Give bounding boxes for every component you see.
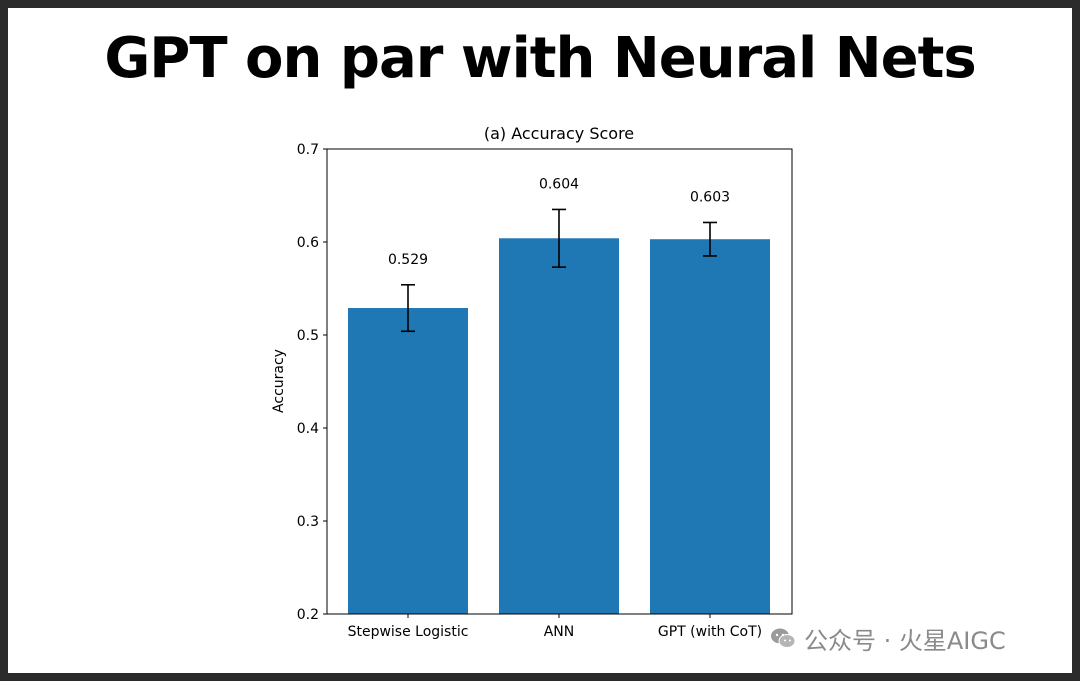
bar-2	[499, 238, 619, 614]
watermark-text: 公众号 · 火星AIGC	[804, 626, 1006, 655]
bar-1	[348, 308, 468, 614]
x-tick-label-1: Stepwise Logistic	[348, 624, 469, 640]
y-axis-label: Accuracy	[271, 349, 287, 413]
value-label-2: 0.604	[539, 176, 579, 192]
x-tick-label-2: ANN	[544, 624, 575, 640]
y-tick-label-3: 0.4	[297, 421, 319, 437]
y-axis: 0.2 0.3 0.4 0.5 0.6 0.7	[297, 142, 327, 623]
x-axis: Stepwise Logistic ANN GPT (with CoT)	[348, 614, 762, 640]
bars-group	[348, 238, 770, 614]
errorbars-group	[401, 208, 717, 333]
wechat-icon	[770, 627, 796, 649]
value-labels-group: 0.529 0.604 0.603	[388, 176, 730, 267]
chart-title: (a) Accuracy Score	[484, 124, 634, 143]
watermark: 公众号 · 火星AIGC	[770, 618, 1006, 658]
y-tick-label-2: 0.3	[297, 514, 319, 530]
y-tick-label-6: 0.7	[297, 142, 319, 158]
bar-3	[650, 239, 770, 614]
slide-title: GPT on par with Neural Nets	[104, 26, 976, 91]
y-tick-label-5: 0.6	[297, 235, 319, 251]
x-tick-label-3: GPT (with CoT)	[658, 624, 762, 640]
y-tick-label-1: 0.2	[297, 607, 319, 623]
y-tick-label-4: 0.5	[297, 328, 319, 344]
value-label-3: 0.603	[690, 189, 730, 205]
value-label-1: 0.529	[388, 252, 428, 268]
